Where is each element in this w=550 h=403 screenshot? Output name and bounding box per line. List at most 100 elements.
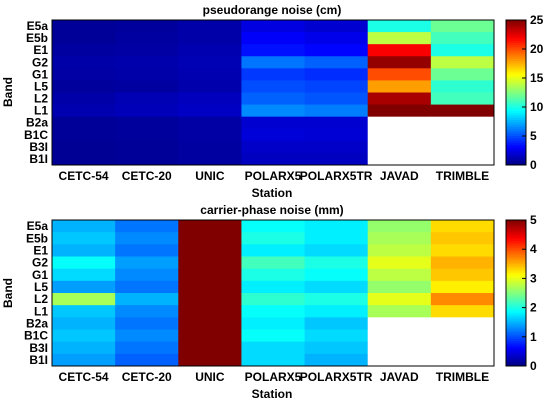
heatmap-cell xyxy=(241,128,305,142)
colorbar-segment xyxy=(506,40,526,44)
y-tick-label: E1 xyxy=(33,243,48,257)
heatmap-cell xyxy=(52,104,116,118)
x-tick-label: POLARX5 xyxy=(245,370,302,384)
colorbar-segment xyxy=(506,306,526,310)
y-tick-label: G2 xyxy=(32,256,48,270)
y-tick-label: E1 xyxy=(33,43,48,57)
x-tick-label: JAVAD xyxy=(380,370,419,384)
colorbar-segment xyxy=(506,311,526,314)
heatmap-cell xyxy=(241,104,305,118)
heatmap-cell xyxy=(430,280,495,294)
heatmap-cell xyxy=(52,128,116,142)
heatmap-cell xyxy=(430,244,495,257)
panel-carrier-phase: carrier-phase noise (mm) E5aE5bE1G2G1L5L… xyxy=(1,203,537,401)
heatmap-cell xyxy=(115,32,179,45)
heatmap-cell xyxy=(52,56,116,69)
heatmap-cell xyxy=(52,329,116,343)
colorbar-segment xyxy=(506,110,526,114)
heatmap-cell xyxy=(178,305,242,318)
y-tick-label: B2a xyxy=(26,116,48,130)
heatmap-cell xyxy=(52,20,116,33)
heatmap-cell xyxy=(115,128,179,142)
heatmap-cell xyxy=(178,44,242,57)
colorbar-segment xyxy=(506,233,526,237)
heatmap-cell xyxy=(367,20,432,33)
colorbar-segment xyxy=(506,65,526,68)
heatmap-cell xyxy=(241,32,305,45)
colorbar-segment xyxy=(506,63,526,66)
heatmap-cell xyxy=(304,104,369,118)
heatmap-cell xyxy=(367,44,432,57)
colorbar-segment xyxy=(506,126,526,130)
plot-frame-carrier-phase xyxy=(51,219,495,367)
heatmap-cells-pseudorange xyxy=(52,20,495,166)
heatmap-cell xyxy=(430,256,495,270)
heatmap-cell xyxy=(178,140,242,154)
heatmap-cell xyxy=(115,329,179,343)
heatmap-cell xyxy=(304,68,369,81)
heatmap-cell xyxy=(241,244,305,257)
colorbar-segment xyxy=(506,24,526,28)
colorbar-segment xyxy=(506,283,526,287)
heatmap-cell xyxy=(304,305,369,318)
heatmap-cell xyxy=(52,32,116,45)
colorbar-segment xyxy=(506,149,526,152)
heatmap-cell xyxy=(52,68,116,81)
heatmap-cell xyxy=(178,293,242,306)
heatmap-cell xyxy=(430,232,495,245)
y-tick-label: G2 xyxy=(32,55,48,69)
heatmap-cell xyxy=(304,353,369,367)
heatmap-cell xyxy=(178,68,242,81)
colorbar-segment xyxy=(506,162,526,166)
colorbar-segment xyxy=(506,92,526,96)
colorbar-segment xyxy=(506,29,526,32)
heatmap-cell xyxy=(304,341,369,355)
heatmap-cell xyxy=(178,32,242,45)
heatmap-cell xyxy=(304,232,369,245)
heatmap-cells-carrier-phase xyxy=(52,220,495,367)
heatmap-cell xyxy=(367,293,432,306)
colorbar-segment xyxy=(506,329,526,333)
heatmap-cell xyxy=(430,20,495,33)
colorbar-segment xyxy=(506,128,526,132)
colorbar-segment xyxy=(506,106,526,109)
colorbar-segment xyxy=(506,142,526,146)
chart-title-carrier-phase: carrier-phase noise (mm) xyxy=(200,203,343,217)
heatmap-cell xyxy=(367,152,432,166)
heatmap-cell xyxy=(430,305,495,318)
heatmap-cell xyxy=(367,104,432,118)
colorbar-segment xyxy=(506,295,526,298)
heatmap-cell xyxy=(241,56,305,69)
heatmap-cell xyxy=(52,341,116,355)
colorbar-segment xyxy=(506,297,526,301)
y-tick-label: E5b xyxy=(26,31,48,45)
heatmap-cell xyxy=(304,80,369,93)
colorbar-segment xyxy=(506,249,526,253)
colorbar-segment xyxy=(506,256,526,260)
x-tick-label: CETC-54 xyxy=(59,169,109,183)
heatmap-cell xyxy=(115,116,179,130)
heatmap-cell xyxy=(304,92,369,105)
heatmap-cell xyxy=(115,44,179,57)
colorbar-segment xyxy=(506,359,526,362)
heatmap-cell xyxy=(304,20,369,33)
heatmap-cell xyxy=(304,140,369,154)
colorbar-segment xyxy=(506,85,526,89)
heatmap-cell xyxy=(430,140,495,154)
heatmap-cell xyxy=(52,293,116,306)
colorbar-segment xyxy=(506,229,526,232)
colorbar-segment xyxy=(506,318,526,321)
heatmap-cell xyxy=(241,317,305,330)
heatmap-cell xyxy=(115,244,179,257)
heatmap-cell xyxy=(430,32,495,45)
colorbar-segment xyxy=(506,258,526,262)
heatmap-cell xyxy=(367,68,432,81)
x-tick-label: TRIMBLE xyxy=(436,370,489,384)
y-tick-label: E5a xyxy=(27,219,49,233)
heatmap-cell xyxy=(178,152,242,166)
heatmap-cell xyxy=(367,256,432,270)
colorbar-segment xyxy=(506,87,526,91)
colorbar-tick-label: 3 xyxy=(530,271,537,285)
colorbar-segment xyxy=(506,151,526,155)
